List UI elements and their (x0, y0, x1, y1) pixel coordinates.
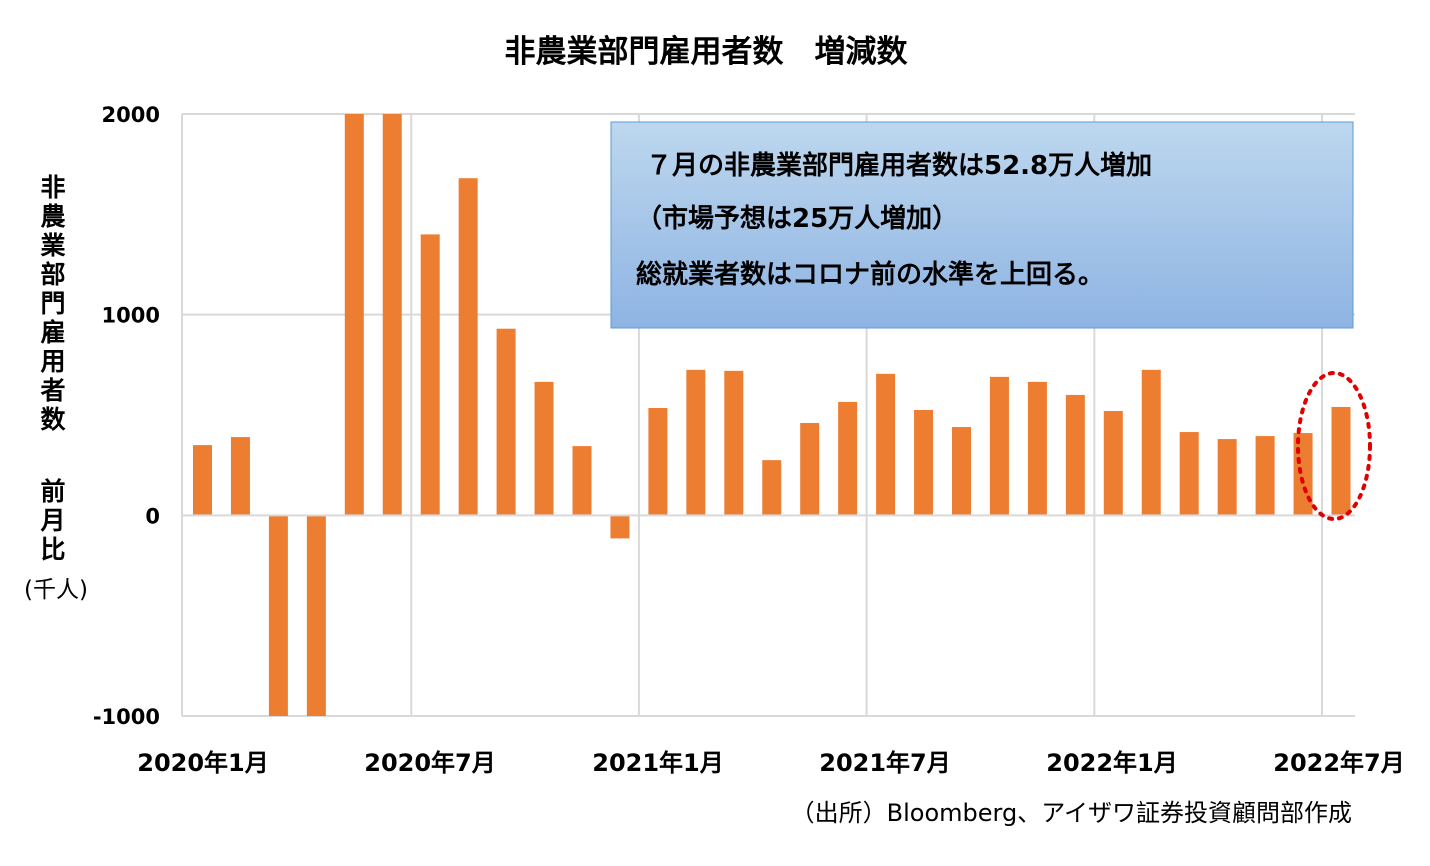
highlight-ellipse (1296, 371, 1372, 521)
bars (182, 114, 1355, 716)
y-axis-label-char: 雇 (40, 318, 65, 347)
y-tick-label: -1000 (93, 705, 160, 729)
bar-2022-02 (1141, 369, 1161, 516)
annotation-line-1: ７月の非農業部門雇用者数は52.8万人増加 (646, 150, 1152, 181)
bar-2020-03 (268, 515, 288, 716)
bar-2021-05 (800, 423, 820, 516)
bar-2020-05 (344, 114, 364, 516)
bar-2020-12 (610, 515, 630, 539)
bar-2021-08 (914, 409, 934, 516)
bar-2021-01 (648, 407, 668, 516)
bar-2020-07 (420, 234, 440, 516)
bar-2020-04 (306, 515, 326, 716)
x-tick-label: 2020年7月 (364, 749, 496, 777)
bar-2021-07 (876, 373, 896, 516)
y-axis-label-char: 前 (40, 477, 65, 506)
bar-2021-12 (1065, 394, 1085, 516)
annotation-line-2: （市場予想は25万人増加） (636, 203, 958, 234)
annotation-box: ７月の非農業部門雇用者数は52.8万人増加 （市場予想は25万人増加） 総就業者… (610, 121, 1354, 329)
bar-2021-06 (838, 401, 858, 516)
x-tick-label: 2021年7月 (819, 749, 951, 777)
y-axis-label-char: 農 (40, 202, 65, 231)
y-axis-label-char: 業 (40, 231, 65, 260)
bar-2021-09 (952, 427, 971, 516)
y-axis-label-char: 非 (40, 173, 65, 202)
y-axis-label-char: 門 (40, 289, 65, 318)
annotation-line-3: 総就業者数はコロナ前の水準を上回る。 (636, 259, 1104, 290)
bar-2021-04 (762, 460, 782, 516)
bar-2022-01 (1103, 410, 1123, 516)
bar-2020-09 (496, 328, 516, 516)
y-tick-labels: 2000 1000 0 -1000 (93, 103, 160, 729)
y-tick-label: 2000 (102, 103, 160, 127)
x-tick-label: 2021年1月 (592, 749, 724, 777)
bar-2022-05 (1255, 436, 1275, 516)
bar-2020-02 (230, 437, 250, 516)
y-axis-label-char: 月 (39, 506, 65, 535)
bar-2021-02 (686, 369, 706, 516)
bar-2020-01 (193, 445, 212, 516)
bar-2022-04 (1217, 439, 1237, 516)
y-axis-label-char: 比 (40, 535, 65, 564)
annotation-background (610, 121, 1354, 329)
source-note: （出所）Bloomberg、アイザワ証券投資顧問部作成 (791, 799, 1352, 827)
x-tick-label: 2020年1月 (137, 749, 269, 777)
bar-2021-10 (989, 376, 1009, 516)
bar-2022-06 (1293, 433, 1313, 516)
bar-2020-10 (534, 381, 554, 516)
chart-title: 非農業部門雇用者数 増減数 (505, 34, 908, 70)
y-axis-label-char: 者 (40, 376, 65, 405)
y-tick-label: 0 (145, 504, 160, 528)
y-axis-unit: (千人) (24, 577, 88, 603)
x-tick-label: 2022年1月 (1046, 749, 1178, 777)
y-axis-label-char: 部 (40, 260, 65, 289)
x-tick-label: 2022年7月 (1273, 749, 1405, 777)
x-tick-labels: 2020年1月 2020年7月 2021年1月 2021年7月 2022年1月 2022年… (137, 749, 1405, 777)
y-axis-label-char: 用 (40, 347, 65, 376)
y-axis-label-char: 数 (40, 405, 66, 434)
bar-2020-06 (382, 114, 402, 516)
bar-2021-03 (724, 370, 744, 516)
bar-2021-11 (1027, 381, 1047, 516)
y-tick-label: 1000 (102, 304, 160, 328)
bar-2020-11 (572, 446, 592, 516)
bar-2022-03 (1179, 432, 1199, 516)
bar-2020-08 (458, 178, 478, 516)
bar-2022-07 (1331, 406, 1351, 516)
